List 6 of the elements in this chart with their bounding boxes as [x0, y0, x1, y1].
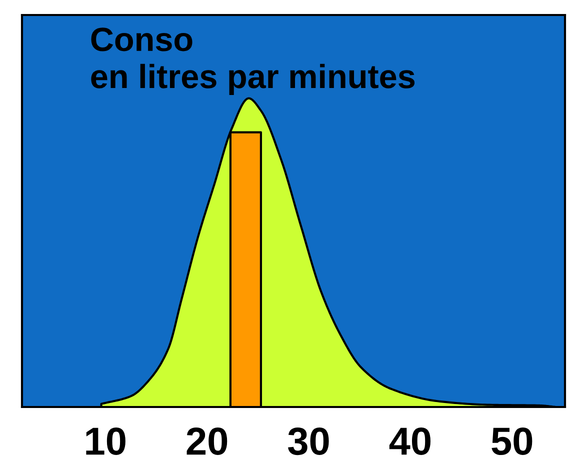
chart-title: Conso en litres par minutes — [91, 28, 415, 95]
x-tick-label: 40 — [389, 427, 430, 456]
x-tick-label: 50 — [492, 427, 532, 456]
x-tick-label: 10 — [86, 427, 126, 456]
x-tick-label: 20 — [186, 427, 228, 456]
x-tick-label: 30 — [288, 427, 329, 456]
